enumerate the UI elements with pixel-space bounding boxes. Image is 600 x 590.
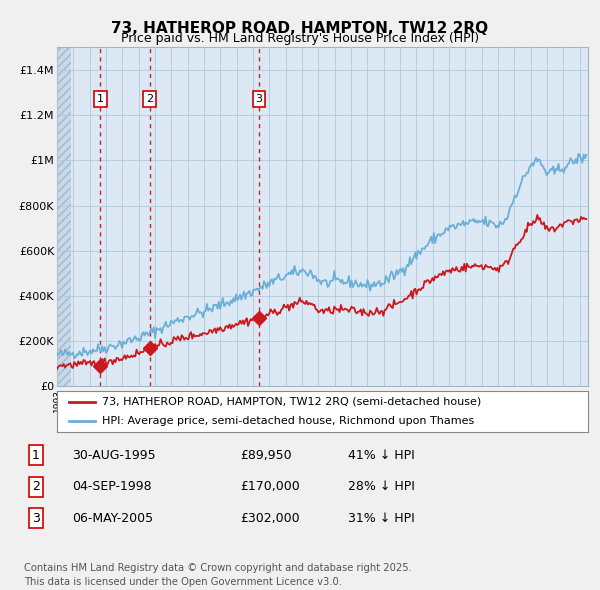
Text: 28% ↓ HPI: 28% ↓ HPI — [348, 480, 415, 493]
Text: Price paid vs. HM Land Registry's House Price Index (HPI): Price paid vs. HM Land Registry's House … — [121, 32, 479, 45]
Text: 2: 2 — [32, 480, 40, 493]
Text: 30-AUG-1995: 30-AUG-1995 — [72, 449, 155, 462]
Text: £302,000: £302,000 — [240, 512, 299, 525]
Text: 31% ↓ HPI: 31% ↓ HPI — [348, 512, 415, 525]
Text: 1: 1 — [32, 449, 40, 462]
Text: 1: 1 — [97, 94, 104, 104]
Text: 41% ↓ HPI: 41% ↓ HPI — [348, 449, 415, 462]
Text: 2: 2 — [146, 94, 153, 104]
Text: Contains HM Land Registry data © Crown copyright and database right 2025.
This d: Contains HM Land Registry data © Crown c… — [24, 563, 412, 587]
Bar — [57, 47, 71, 386]
Text: 3: 3 — [32, 512, 40, 525]
Text: 73, HATHEROP ROAD, HAMPTON, TW12 2RQ: 73, HATHEROP ROAD, HAMPTON, TW12 2RQ — [112, 21, 488, 35]
Text: £170,000: £170,000 — [240, 480, 300, 493]
Text: HPI: Average price, semi-detached house, Richmond upon Thames: HPI: Average price, semi-detached house,… — [102, 416, 475, 426]
Text: 06-MAY-2005: 06-MAY-2005 — [72, 512, 153, 525]
Text: 73, HATHEROP ROAD, HAMPTON, TW12 2RQ (semi-detached house): 73, HATHEROP ROAD, HAMPTON, TW12 2RQ (se… — [102, 396, 481, 407]
Text: 3: 3 — [255, 94, 262, 104]
Text: 04-SEP-1998: 04-SEP-1998 — [72, 480, 152, 493]
Text: £89,950: £89,950 — [240, 449, 292, 462]
